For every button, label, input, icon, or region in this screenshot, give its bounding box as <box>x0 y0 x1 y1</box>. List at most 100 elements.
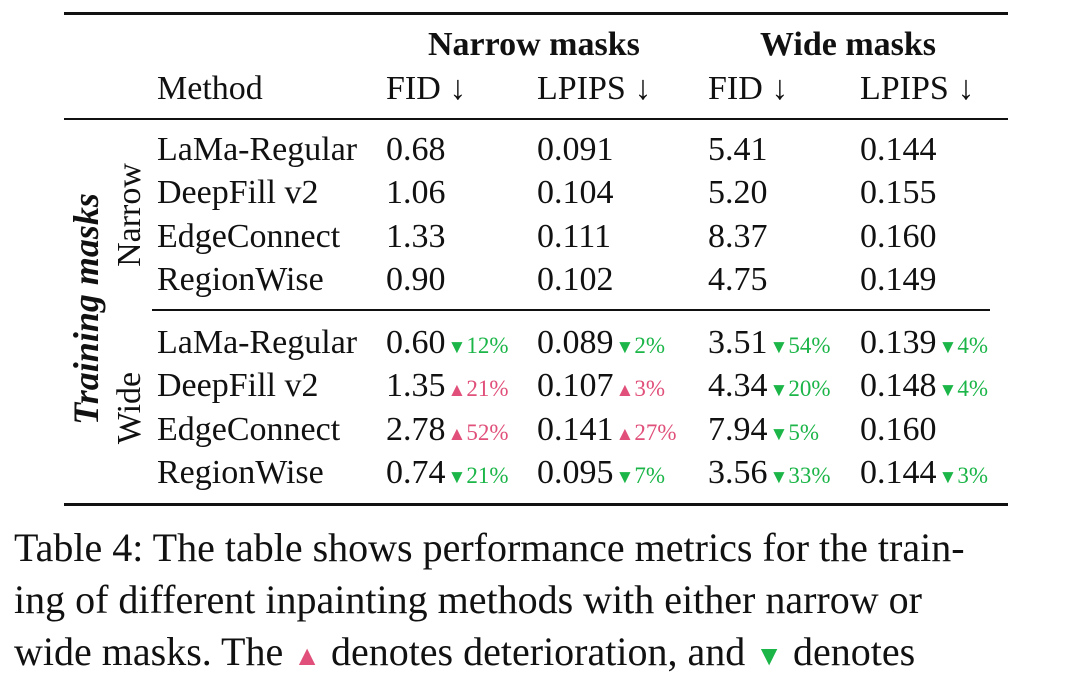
table-caption: Table 4: The table shows performance met… <box>14 522 1074 683</box>
col-header-wide-lpips: LPIPS ↓ <box>860 70 975 107</box>
metric-value: 4.34 <box>708 367 768 404</box>
triangle-up-icon: ▲ <box>615 380 635 401</box>
triangle-down-icon: ▼ <box>769 337 789 358</box>
metric-cell: 5.20 <box>708 176 768 210</box>
narrow-group-label: Narrow <box>111 163 148 267</box>
metric-value: 0.155 <box>860 174 937 211</box>
delta-badge: ▼3% <box>939 463 988 488</box>
bottom-rule <box>64 503 1008 506</box>
delta-percent: 3% <box>957 463 988 488</box>
header-rule <box>64 118 1008 120</box>
delta-percent: 7% <box>634 463 665 488</box>
metric-value: 0.160 <box>860 218 937 255</box>
metric-value: 7.94 <box>708 411 768 448</box>
metric-cell: 7.94 ▼5% <box>708 413 819 447</box>
metric-value: 3.56 <box>708 454 768 491</box>
wide-group-label: Wide <box>111 371 148 445</box>
delta-percent: 54% <box>788 333 831 358</box>
caption-line-2: ing of different inpainting methods with… <box>14 577 922 622</box>
metric-value: 4.75 <box>708 261 768 298</box>
caption-line-3: wide masks. The ▲ denotes deterioration,… <box>14 626 1074 683</box>
delta-percent: 2% <box>634 333 665 358</box>
metric-cell: 4.34 ▼20% <box>708 369 830 403</box>
metric-value: 0.149 <box>860 261 937 298</box>
metric-cell: 0.90 <box>386 263 446 297</box>
metric-cell: 0.68 <box>386 133 446 167</box>
triangle-up-icon: ▲ <box>447 424 467 445</box>
method-cell: DeepFill v2 <box>157 174 319 211</box>
metric-cell: 0.139 ▼4% <box>860 326 988 360</box>
col-header-narrow-lpips: LPIPS ↓ <box>537 70 652 107</box>
triangle-down-icon: ▼ <box>769 467 789 488</box>
delta-badge: ▼54% <box>770 333 831 358</box>
delta-badge: ▼20% <box>770 376 831 401</box>
delta-percent: 4% <box>957 376 988 401</box>
col-header-narrow-fid: FID ↓ <box>386 70 467 107</box>
metric-cell: 0.60 ▼12% <box>386 326 508 360</box>
delta-percent: 21% <box>466 463 509 488</box>
metric-cell: 0.148 ▼4% <box>860 369 988 403</box>
metric-cell: 0.102 <box>537 263 614 297</box>
metric-value: 0.104 <box>537 174 614 211</box>
delta-badge: ▼5% <box>770 420 819 445</box>
delta-badge: ▼7% <box>616 463 665 488</box>
metric-cell: 2.78 ▲52% <box>386 413 508 447</box>
delta-badge: ▼12% <box>448 333 509 358</box>
narrow-masks-header: Narrow masks <box>428 26 640 63</box>
method-cell: DeepFill v2 <box>157 367 319 404</box>
delta-percent: 5% <box>788 420 819 445</box>
triangle-down-icon: ▼ <box>938 337 958 358</box>
caption-text: wide masks. The <box>14 629 294 674</box>
metric-value: 0.095 <box>537 454 614 491</box>
metric-value: 0.74 <box>386 454 446 491</box>
triangle-up-icon: ▲ <box>447 380 467 401</box>
metric-cell: 0.144 ▼3% <box>860 456 988 490</box>
metric-cell: 0.74 ▼21% <box>386 456 508 490</box>
method-cell: LaMa-Regular <box>157 131 358 168</box>
method-cell: EdgeConnect <box>157 411 341 448</box>
metric-value: 0.141 <box>537 411 614 448</box>
metric-value: 0.111 <box>537 218 611 255</box>
triangle-up-icon: ▲ <box>615 424 635 445</box>
metric-value: 0.90 <box>386 261 446 298</box>
metric-cell: 1.06 <box>386 176 446 210</box>
metric-cell: 0.091 <box>537 133 614 167</box>
metric-value: 3.51 <box>708 324 768 361</box>
triangle-down-icon: ▼ <box>938 467 958 488</box>
wide-masks-header: Wide masks <box>760 26 937 63</box>
col-header-wide-fid: FID ↓ <box>708 70 789 107</box>
triangle-down-icon: ▼ <box>615 467 635 488</box>
method-cell: EdgeConnect <box>157 218 341 255</box>
method-cell: RegionWise <box>157 454 324 491</box>
metric-value: 0.089 <box>537 324 614 361</box>
metric-value: 0.60 <box>386 324 446 361</box>
metric-cell: 1.35 ▲21% <box>386 369 508 403</box>
metric-cell: 0.104 <box>537 176 614 210</box>
metric-value: 5.20 <box>708 174 768 211</box>
metric-value: 0.148 <box>860 367 937 404</box>
delta-badge: ▼4% <box>939 333 988 358</box>
metric-cell: 1.33 <box>386 220 446 254</box>
metric-cell: 0.107 ▲3% <box>537 369 665 403</box>
metric-value: 0.68 <box>386 131 446 168</box>
delta-badge: ▲27% <box>616 420 677 445</box>
delta-badge: ▲52% <box>448 420 509 445</box>
metric-cell: 0.095 ▼7% <box>537 456 665 490</box>
delta-badge: ▼4% <box>939 376 988 401</box>
delta-percent: 21% <box>466 376 509 401</box>
caption-text: denotes deterioration, and <box>320 629 756 674</box>
caption-line-1: Table 4: The table shows performance met… <box>14 525 965 570</box>
delta-percent: 52% <box>466 420 509 445</box>
delta-badge: ▼33% <box>770 463 831 488</box>
delta-percent: 33% <box>788 463 831 488</box>
delta-badge: ▼2% <box>616 333 665 358</box>
metric-cell: 3.56 ▼33% <box>708 456 830 490</box>
metric-cell: 0.160 <box>860 220 937 254</box>
triangle-down-icon: ▼ <box>769 424 789 445</box>
delta-badge: ▼21% <box>448 463 509 488</box>
metric-cell: 0.089 ▼2% <box>537 326 665 360</box>
metric-value: 0.102 <box>537 261 614 298</box>
top-rule <box>64 12 1008 15</box>
metric-value: 8.37 <box>708 218 768 255</box>
metric-cell: 0.149 <box>860 263 937 297</box>
